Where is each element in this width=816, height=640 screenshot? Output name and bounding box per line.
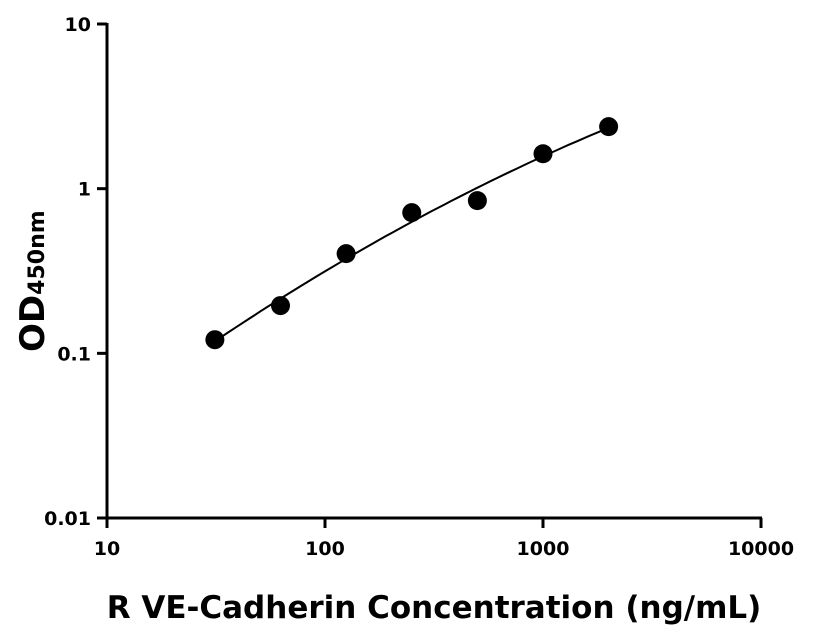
data-point (533, 144, 553, 164)
y-axis-label-subscript: 450nm (25, 210, 50, 295)
x-axis-label: R VE-Cadherin Concentration (ng/mL) (107, 590, 762, 626)
y-axis-label: OD450nm (13, 210, 53, 352)
y-tick-label: 10 (65, 14, 91, 36)
data-point (467, 191, 487, 211)
x-tick-label: 1000 (517, 538, 570, 560)
x-tick-label: 10000 (728, 538, 794, 560)
data-point (599, 117, 619, 137)
data-point (205, 330, 225, 350)
data-point (271, 296, 291, 316)
data-point (336, 244, 356, 264)
y-tick-label: 1 (78, 179, 91, 201)
x-tick-label: 100 (305, 538, 345, 560)
x-tick-label: 10 (94, 538, 120, 560)
y-tick-label: 0.01 (44, 508, 91, 530)
y-tick-label: 0.1 (57, 343, 91, 365)
data-points (205, 117, 619, 350)
axes: 10 100 1000 10000 0.01 0.1 1 10 (44, 14, 794, 560)
data-point (402, 203, 422, 223)
y-axis-label-main: OD (13, 295, 53, 352)
